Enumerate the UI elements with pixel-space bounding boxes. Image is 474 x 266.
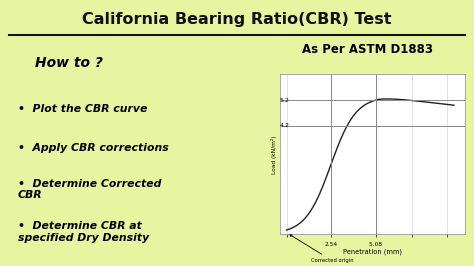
Text: 5.2: 5.2 [280, 98, 290, 103]
Text: •  Determine Corrected
CBR: • Determine Corrected CBR [18, 178, 161, 200]
Text: How to ?: How to ? [36, 56, 103, 69]
Text: Corrected origin: Corrected origin [290, 235, 354, 263]
Text: California Bearing Ratio(CBR) Test: California Bearing Ratio(CBR) Test [82, 12, 392, 27]
Text: As Per ASTM D1883: As Per ASTM D1883 [302, 43, 433, 56]
Text: •  Plot the CBR curve: • Plot the CBR curve [18, 104, 147, 114]
Text: •  Determine CBR at
specified Dry Density: • Determine CBR at specified Dry Density [18, 221, 149, 243]
Text: •  Apply CBR corrections: • Apply CBR corrections [18, 143, 168, 153]
Text: 4.2: 4.2 [280, 123, 290, 128]
Y-axis label: Load (kN/m²): Load (kN/m²) [271, 135, 277, 173]
X-axis label: Penetration (mm): Penetration (mm) [343, 248, 401, 255]
